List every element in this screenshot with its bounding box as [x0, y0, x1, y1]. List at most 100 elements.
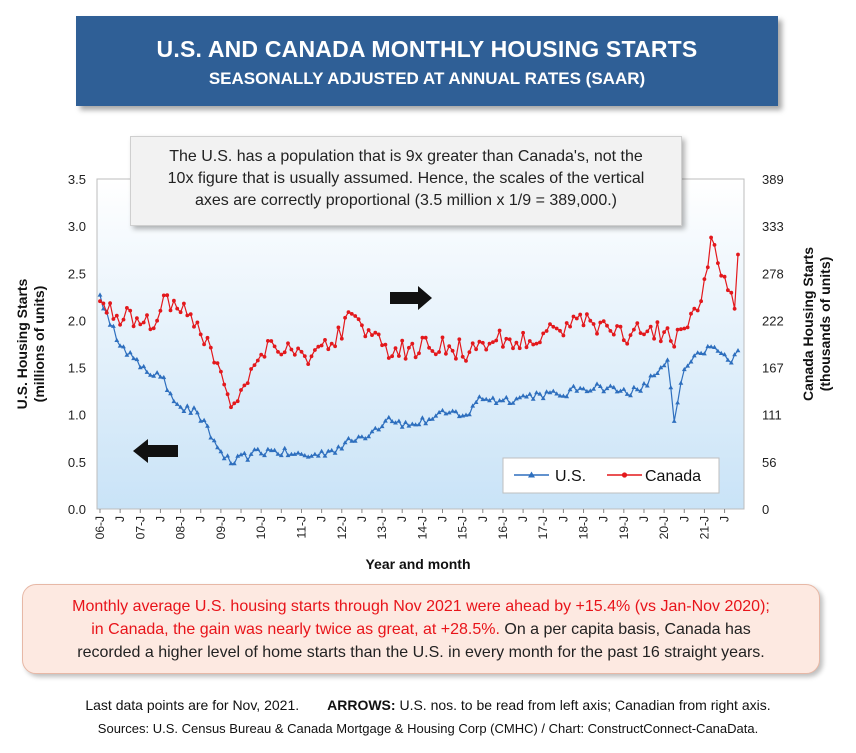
left-axis-label-line2: (millions of units) [31, 286, 47, 403]
us-point [164, 387, 170, 392]
us-point [695, 350, 701, 355]
canada-point [608, 329, 613, 333]
canada-point [477, 339, 482, 344]
us-point [248, 451, 254, 456]
us-point [581, 386, 586, 391]
right-axis-label-line1: Canada Housing Starts [800, 247, 816, 401]
x-axis-tick-label: 10-J [254, 516, 268, 539]
chart-subtitle: SEASONALLY ADJUSTED AT ANNUAL RATES (SAA… [208, 69, 646, 88]
canada-point [521, 330, 525, 335]
canada-point [390, 354, 394, 359]
us-point [372, 425, 378, 430]
us-point [194, 410, 200, 415]
canada-point [299, 349, 304, 354]
us-point [587, 388, 593, 393]
canada-point [571, 314, 576, 319]
us-point [661, 363, 667, 368]
us-point [426, 416, 432, 421]
canada-point [716, 261, 720, 265]
canada-point [467, 350, 472, 354]
canada-point [356, 317, 361, 322]
left-axis-tick-label: 3.0 [68, 219, 86, 234]
canada-point [232, 401, 237, 406]
canada-point [487, 341, 492, 346]
us-point [517, 395, 523, 400]
canada-point [279, 352, 284, 357]
canada-point [527, 339, 532, 343]
us-point [342, 440, 348, 445]
canada-point [689, 311, 693, 316]
x-axis-tick-label: 18-J [577, 516, 591, 539]
us-point [399, 424, 405, 429]
canada-point [205, 335, 210, 340]
left-axis-tick-label: 1.5 [68, 361, 86, 376]
us-point [584, 388, 590, 394]
canada-point [276, 350, 280, 354]
canada-point [141, 320, 146, 325]
us-point [295, 450, 301, 455]
canada-point [534, 341, 539, 346]
canada-point [148, 327, 153, 332]
us-point [332, 450, 338, 455]
us-point [406, 423, 412, 428]
canada-point [665, 326, 670, 330]
right-axis-tick-label: 111 [762, 408, 782, 423]
canada-point [585, 312, 589, 317]
canada-point [558, 328, 562, 333]
x-axis-tick-label: J [436, 516, 450, 522]
canada-point [349, 312, 354, 316]
note-line-1: The U.S. has a population that is 9x gre… [169, 148, 643, 165]
x-axis-tick-label: J [113, 516, 127, 522]
x-axis-tick-label: 08-J [174, 516, 188, 539]
us-point [658, 365, 664, 370]
us-point [322, 453, 328, 458]
left-axis-tick-label: 0.5 [68, 455, 86, 470]
canada-point [709, 235, 713, 240]
canada-point [615, 324, 619, 328]
footer-notes: Last data points are for Nov, 2021. ARROW… [0, 697, 856, 713]
summary-note: Monthly average U.S. housing starts thro… [22, 584, 820, 674]
canada-point [699, 299, 703, 304]
canada-point [454, 356, 458, 361]
us-point [574, 388, 580, 393]
us-point [644, 383, 650, 388]
us-point [624, 391, 630, 396]
canada-point [296, 346, 300, 351]
us-point [520, 393, 526, 398]
canada-point [235, 399, 240, 404]
canada-point [212, 360, 217, 365]
us-point [339, 446, 345, 451]
us-point [544, 389, 549, 394]
canada-point [198, 332, 203, 337]
us-point [500, 398, 506, 403]
canada-point [635, 321, 640, 325]
canada-point [712, 243, 717, 247]
us-point [127, 350, 133, 355]
canada-point [178, 310, 183, 315]
left-axis-tick-label: 2.5 [68, 266, 86, 281]
canada-point [652, 336, 656, 341]
arrow-left-icon [133, 439, 178, 463]
us-point [231, 461, 237, 466]
us-point [668, 385, 674, 390]
canada-point [668, 339, 673, 343]
canada-point [326, 347, 331, 352]
us-point [188, 410, 194, 415]
us-point [725, 357, 731, 362]
canada-point [729, 290, 734, 295]
canada-point [705, 265, 710, 270]
us-point [319, 448, 324, 453]
us-point [211, 438, 217, 443]
right-axis-label-line2: (thousands of units) [817, 257, 833, 392]
canada-point [544, 329, 549, 333]
us-point [564, 394, 570, 399]
us-point [329, 447, 335, 453]
us-point [483, 396, 489, 401]
canada-point [313, 348, 317, 352]
x-axis-tick-label: 21-J [697, 516, 711, 539]
us-point [651, 373, 657, 378]
us-point [302, 453, 308, 458]
x-axis-tick-label: 19-J [617, 516, 631, 539]
canada-point [447, 344, 452, 348]
us-point [503, 394, 509, 400]
